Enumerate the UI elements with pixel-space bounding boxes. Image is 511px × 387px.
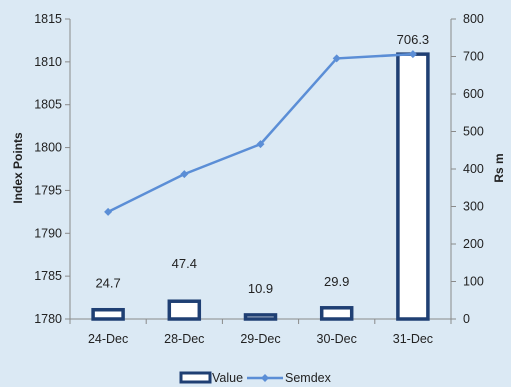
axes [69,19,452,320]
left-tick-label: 1785 [34,269,62,283]
right-axis-title: Rs m [492,153,506,182]
x-tick-label: 29-Dec [240,332,280,346]
right-tick-label: 700 [463,50,484,64]
legend-value-swatch [179,371,212,384]
x-axis-ticks: 24-Dec 28-Dec 29-Dec 30-Dec 31-Dec [69,319,452,346]
value-data-label: 706.3 [397,32,430,47]
x-tick-label: 28-Dec [164,332,204,346]
left-tick-label: 1800 [34,141,62,155]
value-bar [91,307,125,321]
left-tick-label: 1795 [34,183,62,197]
value-bars [91,52,430,321]
left-tick-label: 1810 [34,55,62,69]
right-tick-label: 100 [463,275,484,289]
left-tick-label: 1805 [34,98,62,112]
right-tick-label: 800 [463,12,484,26]
semdex-line [107,52,413,213]
value-bar [243,313,278,321]
left-axis-title: Index Points [11,132,25,204]
right-tick-label: 400 [463,162,484,176]
right-tick-label: 300 [463,200,484,214]
semdex-point [256,140,265,149]
semdex-point [408,50,417,59]
semdex-point [180,170,189,179]
value-bar [396,52,430,321]
semdex-point [104,207,113,216]
left-tick-label: 1815 [34,12,62,26]
legend-semdex-label: Semdex [285,371,332,385]
legend-value-label: Value [212,371,243,385]
right-tick-label: 200 [463,237,484,251]
right-axis-ticks: 0 100 200 300 400 500 600 700 800 [451,12,484,326]
right-tick-label: 0 [463,312,470,326]
value-data-label: 24.7 [95,276,120,291]
left-tick-label: 1790 [34,226,62,240]
value-data-label: 29.9 [324,274,349,289]
left-tick-label: 1780 [34,312,62,326]
legend-semdex-marker [261,374,269,382]
x-tick-label: 24-Dec [88,332,128,346]
value-bar [167,299,202,321]
value-data-label: 10.9 [248,281,273,296]
right-tick-label: 600 [463,87,484,101]
value-data-labels: 24.7 47.4 10.9 29.9 706.3 [95,32,429,296]
right-tick-label: 500 [463,125,484,139]
x-tick-label: 30-Dec [317,332,357,346]
x-tick-label: 31-Dec [393,332,433,346]
legend: Value Semdex [179,371,332,385]
semdex-point [332,54,341,63]
value-bar [319,306,354,321]
semdex-line-series [104,50,417,216]
left-axis-ticks: 1780 1785 1790 1795 1800 1805 1810 1815 [34,12,70,326]
value-data-label: 47.4 [172,256,197,271]
